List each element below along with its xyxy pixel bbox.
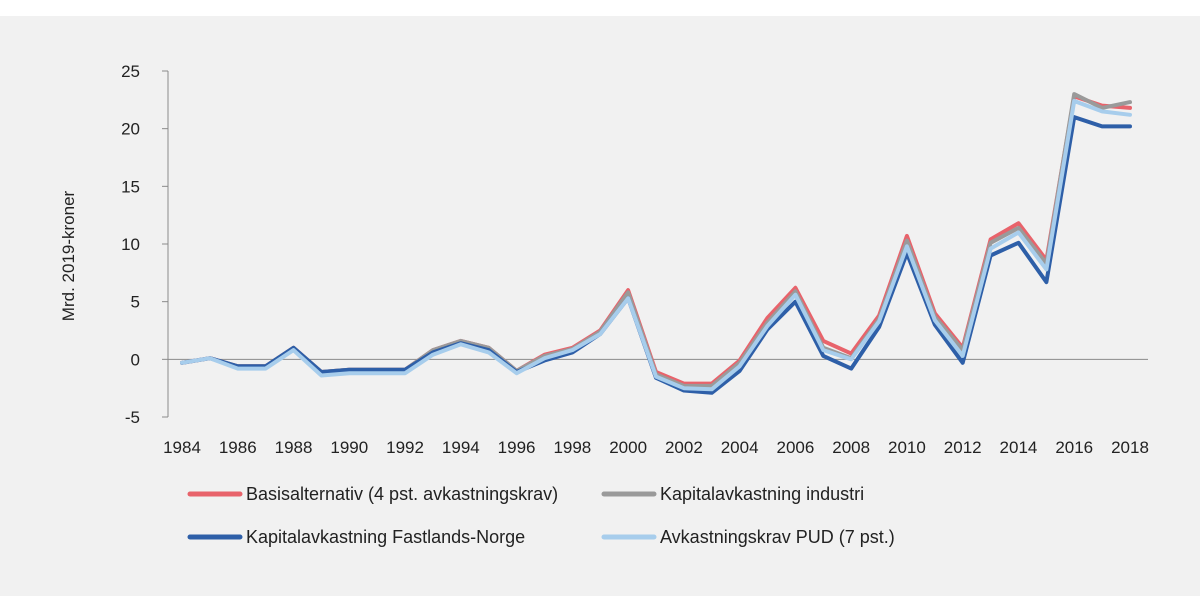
legend-item-1: Basisalternativ (4 pst. avkastningskrav) <box>187 484 558 504</box>
legend-item-3: Kapitalavkastning Fastlands-Norge <box>187 527 525 547</box>
legend-label: Kapitalavkastning industri <box>660 484 864 504</box>
legend-item-2: Kapitalavkastning industri <box>601 484 864 504</box>
x-tick-label: 2012 <box>944 438 982 457</box>
x-tick-label: 1994 <box>442 438 480 457</box>
y-axis-title: Mrd. 2019-kroner <box>59 190 78 321</box>
y-tick-label: 10 <box>121 235 140 254</box>
legend-item-4: Avkastningskrav PUD (7 pst.) <box>601 527 895 547</box>
x-tick-label: 2016 <box>1055 438 1093 457</box>
x-tick-label: 2010 <box>888 438 926 457</box>
x-tick-label: 1996 <box>498 438 536 457</box>
chart-panel: Mrd. 2019-kroner -5 0 5 10 15 20 25 1984 1986 19… <box>0 16 1200 596</box>
legend: Basisalternativ (4 pst. avkastningskrav)… <box>187 484 895 547</box>
x-tick-label: 1986 <box>219 438 257 457</box>
series-lines <box>180 92 1132 395</box>
y-axis-title-group: Mrd. 2019-kroner <box>59 190 78 321</box>
y-tick-label: 5 <box>131 293 140 312</box>
x-tick-label: 1984 <box>163 438 201 457</box>
y-tick-label: 0 <box>131 350 140 369</box>
legend-label: Basisalternativ (4 pst. avkastningskrav) <box>246 484 558 504</box>
x-tick-label: 1990 <box>330 438 368 457</box>
x-tick-label: 1998 <box>553 438 591 457</box>
y-tick-label: 20 <box>121 120 140 139</box>
series-line-1 <box>180 94 1132 386</box>
x-tick-label: 2002 <box>665 438 703 457</box>
series-line-4 <box>180 99 1132 392</box>
x-tick-label: 2000 <box>609 438 647 457</box>
legend-label: Avkastningskrav PUD (7 pst.) <box>660 527 895 547</box>
series-line-2 <box>180 92 1132 388</box>
x-tick-label: 1988 <box>275 438 313 457</box>
x-tick-label: 1992 <box>386 438 424 457</box>
legend-label: Kapitalavkastning Fastlands-Norge <box>246 527 525 547</box>
x-tick-label: 2008 <box>832 438 870 457</box>
x-tick-label: 2004 <box>721 438 759 457</box>
x-tick-label: 2014 <box>1000 438 1038 457</box>
x-tick-label: 2006 <box>776 438 814 457</box>
x-tick-label: 2018 <box>1111 438 1149 457</box>
y-ticks: -5 0 5 10 15 20 25 <box>121 62 168 427</box>
x-ticks: 1984 1986 1988 1990 1992 1994 1996 1998 2000 2002… <box>163 438 1149 457</box>
y-tick-label: 15 <box>121 177 140 196</box>
y-tick-label: 25 <box>121 62 140 81</box>
y-tick-label: -5 <box>125 408 140 427</box>
